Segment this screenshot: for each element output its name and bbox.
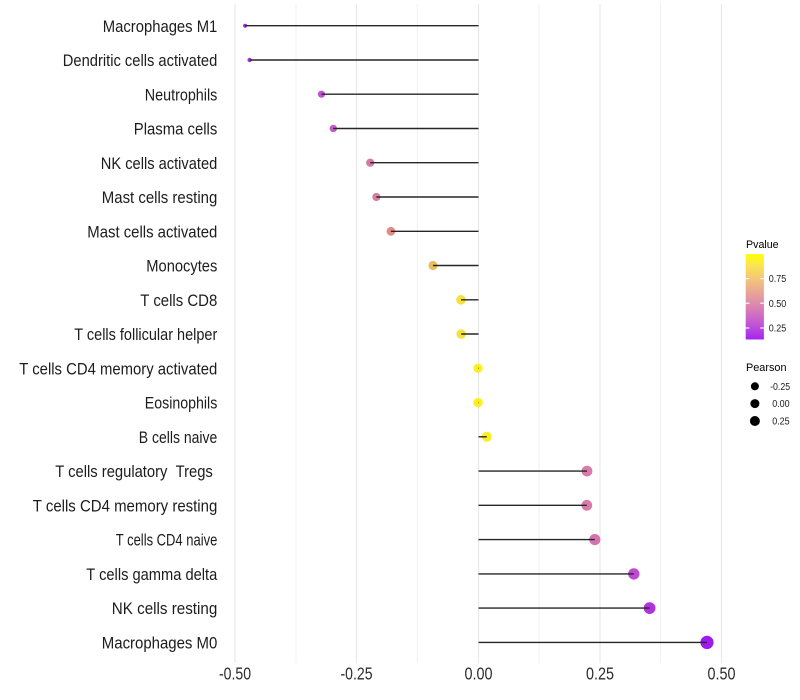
svg-text:Plasma cells: Plasma cells: [134, 121, 218, 139]
svg-text:Neutrophils: Neutrophils: [145, 86, 218, 104]
svg-text:0.25: 0.25: [586, 663, 614, 683]
svg-text:Pvalue: Pvalue: [746, 239, 779, 251]
svg-text:NK cells resting: NK cells resting: [112, 600, 218, 618]
svg-text:T cells gamma delta: T cells gamma delta: [86, 566, 218, 584]
svg-text:Mast cells resting: Mast cells resting: [102, 189, 218, 207]
svg-text:Macrophages M1: Macrophages M1: [103, 18, 218, 36]
svg-text:0.50: 0.50: [708, 663, 736, 683]
svg-text:Dendritic cells activated: Dendritic cells activated: [63, 52, 218, 70]
svg-text:T cells CD4 memory activated: T cells CD4 memory activated: [19, 360, 217, 378]
svg-text:0.50: 0.50: [769, 299, 787, 310]
svg-text:0.00: 0.00: [772, 399, 790, 410]
svg-text:T cells CD4 naive: T cells CD4 naive: [116, 532, 218, 550]
svg-text:Eosinophils: Eosinophils: [145, 395, 218, 413]
svg-text:0.25: 0.25: [772, 417, 790, 428]
svg-text:Pearson: Pearson: [746, 362, 787, 374]
svg-text:NK cells activated: NK cells activated: [101, 155, 218, 173]
svg-text:-0.25: -0.25: [770, 382, 790, 393]
svg-text:-0.25: -0.25: [341, 663, 373, 683]
svg-text:Mast cells activated: Mast cells activated: [87, 223, 217, 241]
svg-text:0.25: 0.25: [769, 324, 787, 335]
svg-text:T cells regulatory Tregs: T cells regulatory Tregs: [55, 463, 213, 481]
svg-text:0.75: 0.75: [769, 274, 787, 285]
svg-text:0.00: 0.00: [465, 663, 493, 683]
svg-text:T cells follicular helper: T cells follicular helper: [74, 326, 217, 344]
svg-text:Macrophages M0: Macrophages M0: [102, 635, 218, 653]
svg-text:Monocytes: Monocytes: [146, 258, 217, 276]
svg-text:T cells CD8: T cells CD8: [140, 292, 217, 310]
svg-text:T cells CD4 memory resting: T cells CD4 memory resting: [33, 497, 218, 515]
svg-text:B cells naive: B cells naive: [139, 429, 218, 447]
svg-text:-0.50: -0.50: [219, 663, 251, 683]
